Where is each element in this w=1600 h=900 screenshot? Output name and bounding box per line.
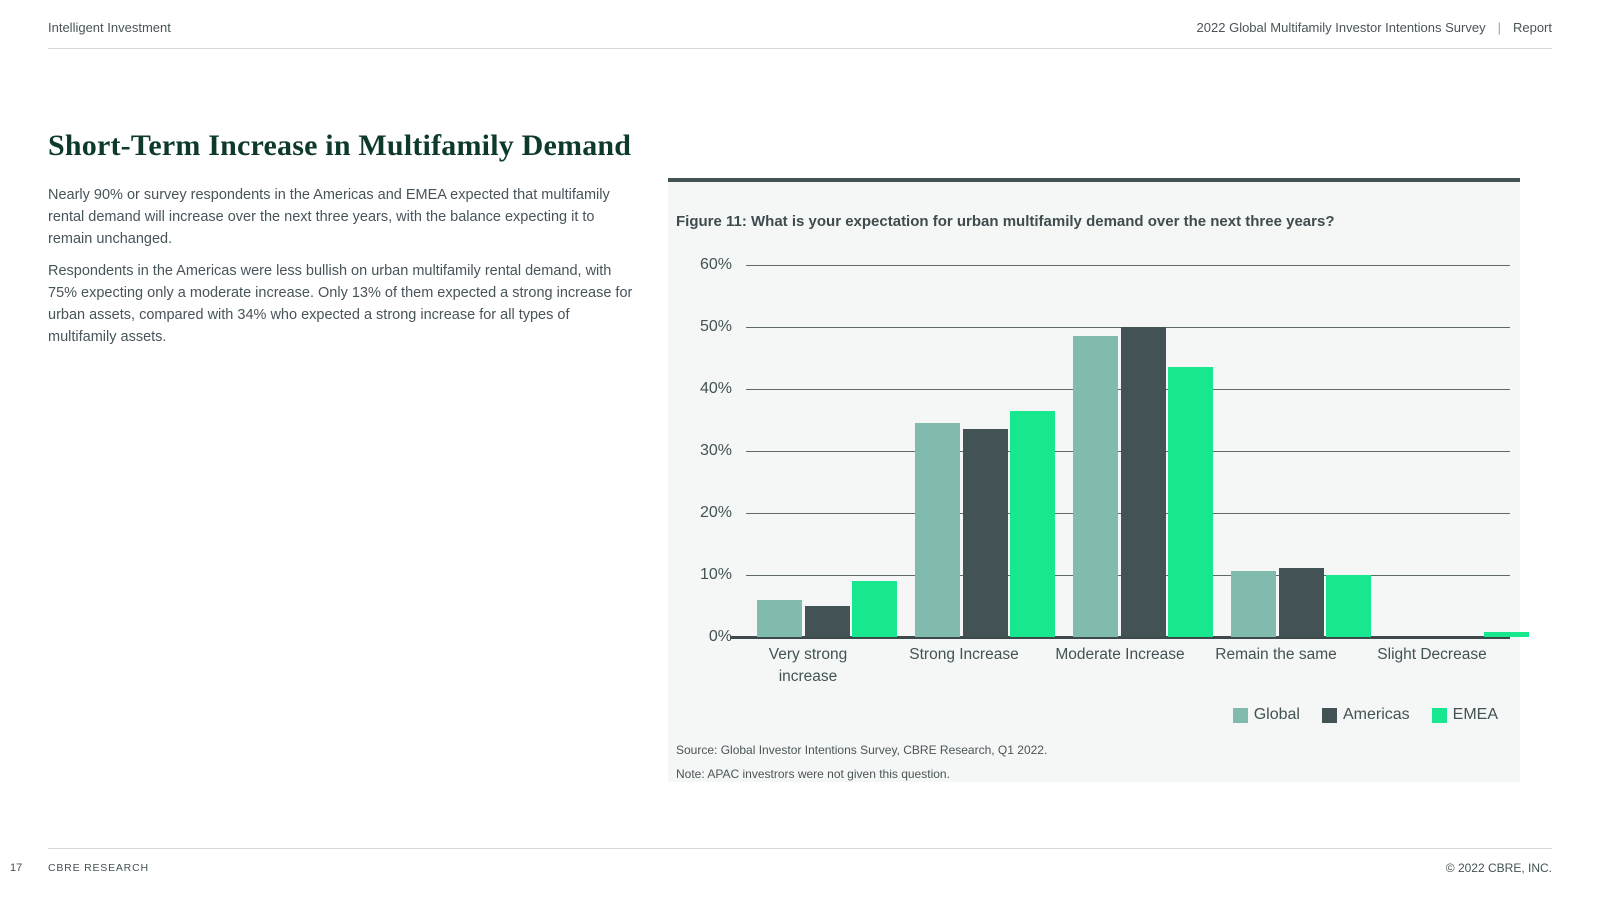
x-category-label: Strong Increase bbox=[909, 646, 1019, 663]
legend-label: Global bbox=[1253, 706, 1300, 723]
figure-source: Source: Global Investor Intentions Surve… bbox=[676, 743, 1048, 757]
y-tick-label: 50% bbox=[699, 318, 732, 335]
footer-copyright: © 2022 CBRE, INC. bbox=[1445, 861, 1552, 875]
y-tick-label: 30% bbox=[699, 442, 732, 459]
legend-item-emea: EMEA bbox=[1431, 706, 1498, 724]
y-tick-label: 60% bbox=[699, 256, 732, 273]
intro-text: Nearly 90% or survey respondents in the … bbox=[48, 184, 640, 358]
legend-swatch-emea bbox=[1431, 707, 1447, 723]
legend-label: EMEA bbox=[1452, 706, 1498, 723]
header-doc-type: Report bbox=[1512, 20, 1552, 35]
bar-emea-5 bbox=[1484, 632, 1529, 637]
x-category-label: Slight Decrease bbox=[1377, 646, 1487, 663]
x-category-label: Very strong increase bbox=[768, 646, 848, 685]
bar-emea-4 bbox=[1326, 575, 1371, 637]
footer-brand: CBRE RESEARCH bbox=[48, 862, 149, 874]
figure-panel: Figure 11: What is your expectation for … bbox=[668, 178, 1529, 782]
bar-global-4 bbox=[1231, 571, 1276, 637]
figure-title: Figure 11: What is your expectation for … bbox=[676, 213, 1335, 230]
gridline bbox=[746, 265, 1510, 266]
intro-paragraph-1: Nearly 90% or survey respondents in the … bbox=[48, 187, 610, 247]
bar-americas-3 bbox=[1120, 327, 1166, 637]
legend-label: Americas bbox=[1342, 706, 1410, 723]
bar-emea-2 bbox=[1010, 411, 1055, 637]
footer-divider bbox=[48, 848, 1552, 849]
intro-paragraph-2: Respondents in the Americas were less bu… bbox=[48, 263, 633, 345]
legend-swatch-global bbox=[1232, 707, 1248, 723]
bar-americas-1 bbox=[804, 606, 850, 637]
bar-emea-3 bbox=[1168, 367, 1213, 637]
legend-swatch-americas bbox=[1321, 707, 1337, 723]
x-axis-line bbox=[730, 636, 1510, 639]
header-right: 2022 Global Multifamily Investor Intenti… bbox=[1197, 20, 1552, 35]
y-tick-label: 0% bbox=[708, 628, 732, 645]
header-separator: | bbox=[1497, 20, 1501, 35]
figure-note: Note: APAC investrors were not given thi… bbox=[676, 767, 950, 781]
bar-global-2 bbox=[915, 423, 960, 637]
x-category-label: Remain the same bbox=[1215, 646, 1337, 663]
y-tick-label: 10% bbox=[699, 566, 732, 583]
y-tick-label: 40% bbox=[699, 380, 732, 397]
bar-americas-2 bbox=[962, 429, 1008, 637]
header-doc-title: 2022 Global Multifamily Investor Intenti… bbox=[1196, 20, 1486, 35]
footer-page-number: 17 bbox=[10, 862, 23, 874]
bar-global-3 bbox=[1073, 336, 1118, 637]
chart-legend: Global Americas EMEA bbox=[1232, 706, 1498, 724]
page-title: Short-Term Increase in Multifamily Deman… bbox=[48, 129, 632, 162]
x-category-label: Moderate Increase bbox=[1055, 646, 1185, 663]
bar-americas-4 bbox=[1278, 568, 1324, 637]
legend-item-global: Global bbox=[1232, 706, 1300, 724]
y-tick-label: 20% bbox=[699, 504, 732, 521]
header-divider bbox=[48, 48, 1552, 49]
chart-plot: 60% 50% 40% 30% 20% 10% 0% Very strong increase… bbox=[668, 182, 1529, 782]
header-brand: Intelligent Investment bbox=[48, 20, 171, 35]
bar-emea-1 bbox=[852, 581, 897, 637]
legend-item-americas: Americas bbox=[1321, 706, 1410, 724]
bar-global-1 bbox=[757, 600, 802, 637]
